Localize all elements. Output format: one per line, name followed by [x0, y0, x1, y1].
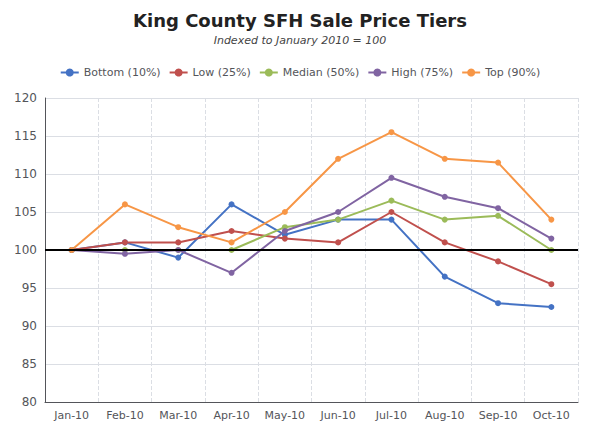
- svg-text:Top (90%): Top (90%): [484, 66, 540, 79]
- svg-text:Low (25%): Low (25%): [193, 66, 251, 79]
- svg-text:100: 100: [14, 243, 37, 257]
- svg-text:95: 95: [22, 281, 37, 295]
- svg-text:115: 115: [14, 129, 37, 143]
- svg-text:Bottom (10%): Bottom (10%): [84, 66, 161, 79]
- svg-text:80: 80: [22, 395, 37, 409]
- svg-text:May-10: May-10: [265, 409, 306, 422]
- svg-text:120: 120: [14, 91, 37, 105]
- svg-text:Aug-10: Aug-10: [425, 409, 464, 422]
- svg-text:Indexed to January 2010 = 100: Indexed to January 2010 = 100: [214, 34, 387, 47]
- svg-text:90: 90: [22, 319, 37, 333]
- svg-text:85: 85: [22, 357, 37, 371]
- svg-text:Sep-10: Sep-10: [479, 409, 518, 422]
- svg-text:Median (50%): Median (50%): [283, 66, 360, 79]
- svg-text:Jul-10: Jul-10: [375, 409, 407, 422]
- svg-text:110: 110: [14, 167, 37, 181]
- svg-text:Jan-10: Jan-10: [53, 409, 89, 422]
- svg-text:105: 105: [14, 205, 37, 219]
- svg-text:Apr-10: Apr-10: [213, 409, 249, 422]
- svg-text:Oct-10: Oct-10: [533, 409, 570, 422]
- svg-text:Jun-10: Jun-10: [320, 409, 356, 422]
- svg-text:King County SFH Sale Price Tie: King County SFH Sale Price Tiers: [133, 10, 467, 31]
- svg-text:Feb-10: Feb-10: [106, 409, 143, 422]
- svg-text:High (75%): High (75%): [391, 66, 453, 79]
- svg-text:Mar-10: Mar-10: [159, 409, 197, 422]
